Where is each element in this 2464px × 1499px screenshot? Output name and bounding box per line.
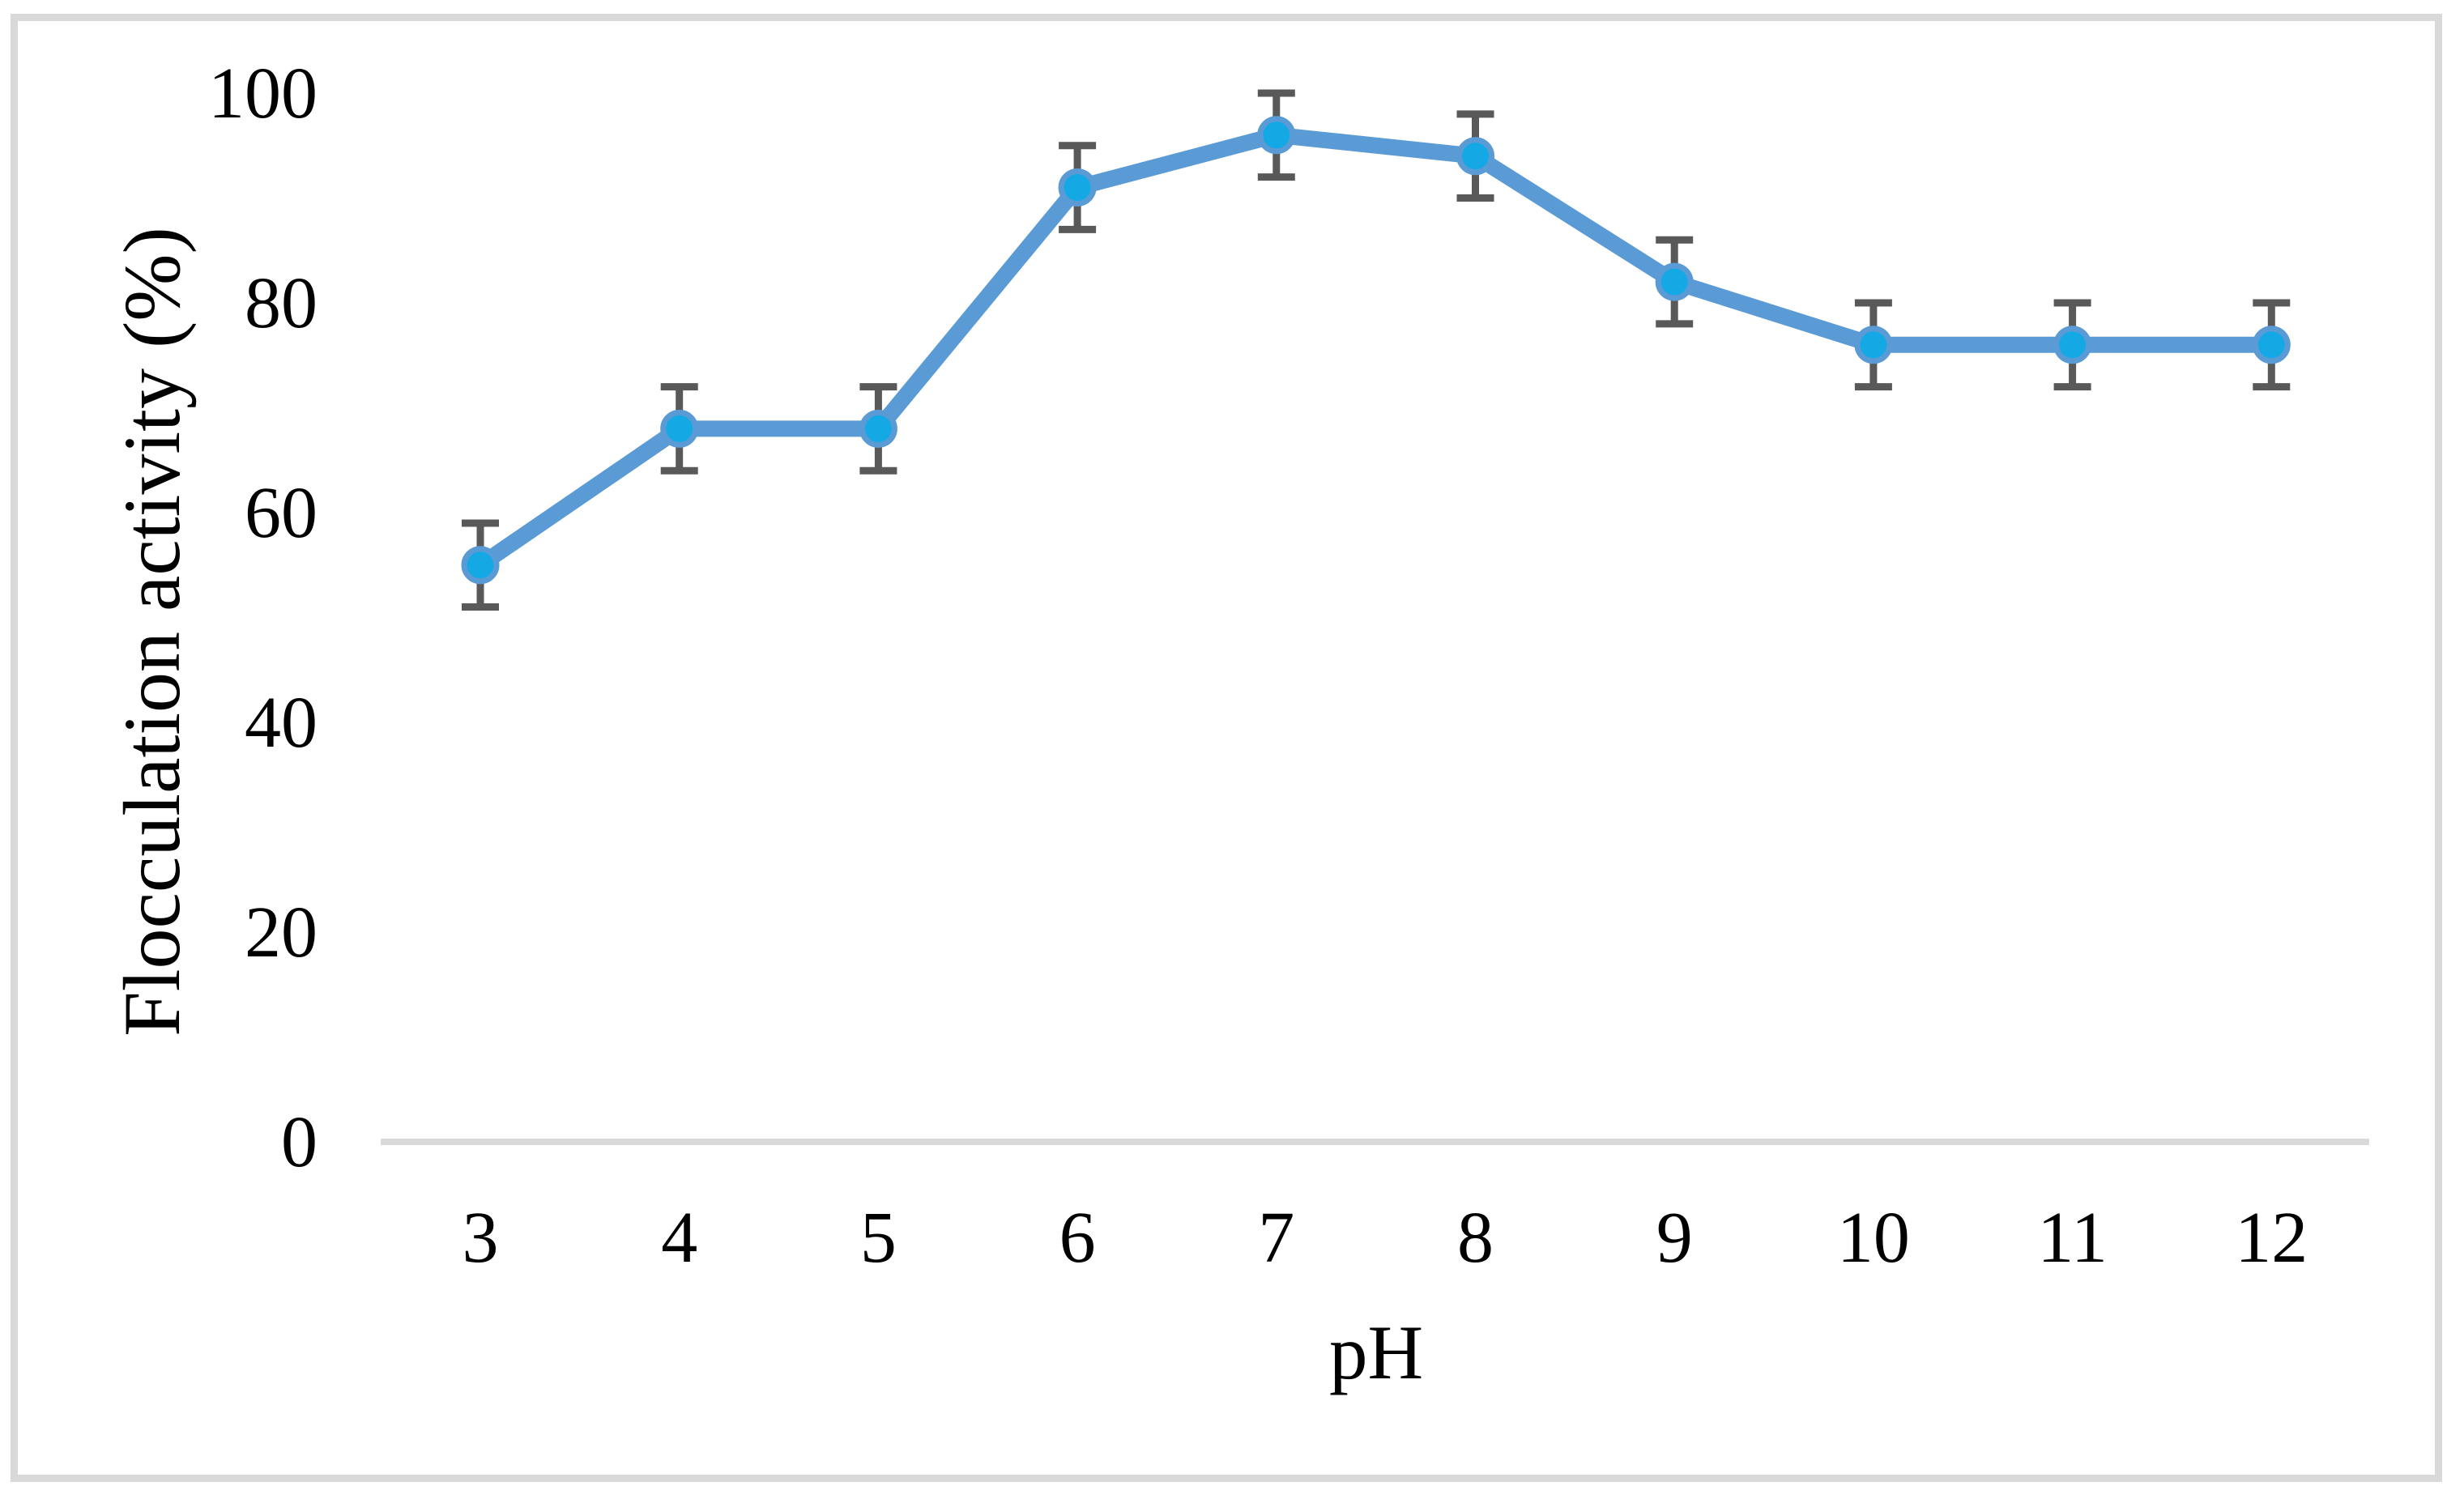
data-point-marker	[461, 546, 500, 585]
y-tick-label: 100	[208, 53, 318, 134]
y-tick-label: 20	[245, 892, 318, 973]
x-tick-label: 4	[661, 1198, 697, 1278]
data-point-marker	[1058, 168, 1097, 207]
x-tick-label: 3	[463, 1198, 499, 1278]
data-point-marker	[1655, 262, 1694, 301]
x-tick-label: 9	[1656, 1198, 1693, 1278]
y-tick-label: 40	[245, 683, 318, 763]
x-tick-label: 12	[2235, 1198, 2308, 1278]
data-point-marker	[1257, 116, 1296, 155]
x-tick-label: 5	[860, 1198, 897, 1278]
y-tick-label: 60	[245, 473, 318, 553]
data-point-marker	[1456, 137, 1494, 176]
data-point-marker	[1854, 326, 1893, 364]
data-point-marker	[660, 409, 699, 448]
x-tick-label: 11	[2037, 1198, 2108, 1278]
chart-frame	[11, 14, 2442, 1482]
x-tick-label: 6	[1059, 1198, 1096, 1278]
data-point-marker	[859, 409, 897, 448]
data-point-marker	[2053, 326, 2092, 364]
x-tick-label: 10	[1837, 1198, 1910, 1278]
x-tick-label: 8	[1457, 1198, 1494, 1278]
x-tick-label: 7	[1258, 1198, 1294, 1278]
series-line	[472, 126, 2280, 573]
y-tick-label: 80	[245, 263, 318, 343]
y-tick-label: 0	[281, 1102, 318, 1182]
y-axis-title: Flocculation activity (%)	[107, 227, 197, 1037]
x-axis-title: pH	[1328, 1309, 1424, 1395]
data-point-marker	[2252, 326, 2291, 364]
